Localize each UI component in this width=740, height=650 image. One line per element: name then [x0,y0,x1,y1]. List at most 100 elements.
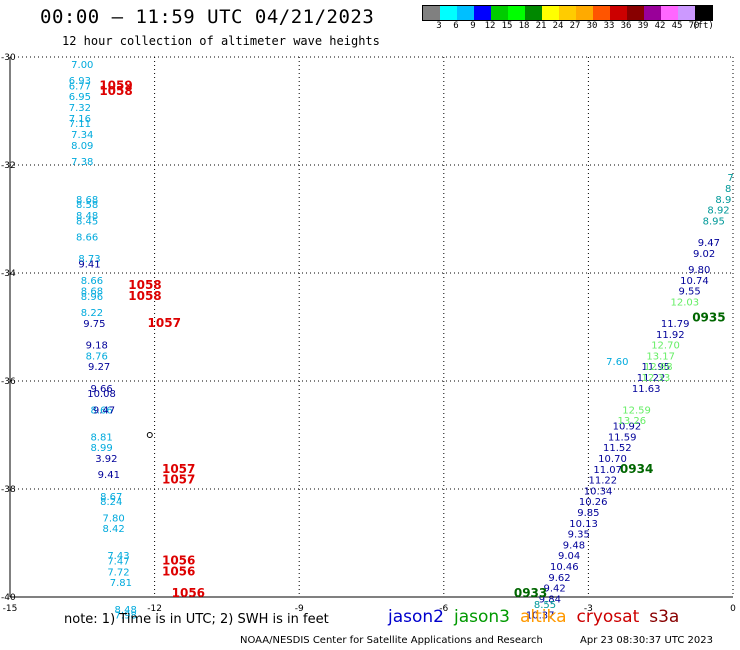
color-scale-label: 9 [470,21,476,31]
tick-label-lon: -12 [147,604,162,614]
wave-height-label: 11.95 [642,362,671,373]
track-time-label: 1059 [99,78,132,92]
wave-height-label: 8.66 [81,276,103,287]
wave-height-label: 7.32 [69,103,91,114]
wave-height-label: 12.59 [622,405,651,416]
tick-label-lat: -38 [1,485,16,495]
wave-height-label: 9.48 [563,540,585,551]
wave-height-label: 10.13 [569,519,598,530]
wave-height-label: 9.84 [539,594,561,605]
wave-height-label: 10.08 [87,389,116,400]
color-swatch-5 [508,6,525,20]
generated-timestamp: Apr 23 08:30:37 UTC 2023 [580,635,713,646]
color-swatch-7 [542,6,559,20]
wave-height-label: 9.47 [698,238,720,249]
track-time-label: 0933 [514,586,547,600]
track-time-label: 1057 [148,316,181,330]
wave-height-label: 9.55 [678,287,700,298]
wave-height-label: 11.79 [661,319,690,330]
satellite-legend: jason2 jason3 altika cryosat s3a [388,607,689,627]
wave-height-label: 10.46 [550,562,579,573]
wave-height-label: 7 [727,173,733,184]
color-scale-label: 18 [518,21,530,31]
wave-height-label: 8.09 [71,141,93,152]
color-scale-label: (ft) [692,21,714,31]
wave-height-label: 9.02 [693,249,715,260]
wave-height-label: 8.81 [90,432,112,443]
wave-height-label: 9.27 [88,362,110,373]
tick-label-lon: 0 [730,604,736,614]
wave-height-label: 9.04 [558,551,580,562]
wave-height-label: 7.80 [102,513,124,524]
wave-height-label: 11.92 [656,330,685,341]
wave-height-label: 9.75 [83,319,105,330]
wave-height-label: 7.16 [69,114,91,125]
wave-height-label: 8.92 [707,206,729,217]
track-time-label: 0934 [620,462,653,476]
color-scale-label: 39 [637,21,649,31]
wave-height-label: 8.22 [81,308,103,319]
color-swatch-1 [440,6,457,20]
color-swatch-4 [491,6,508,20]
track-time-label: 1058 [128,278,161,292]
wave-height-label: 8.67 [100,492,122,503]
wave-height-label: 6.77 [69,81,91,92]
tick-label-lon: -9 [295,604,304,614]
tick-label-lon: -3 [584,604,593,614]
track-time-label: 1057 [162,473,195,487]
wave-height-label: 7.00 [71,60,93,71]
wave-height-label: 10.74 [680,276,709,287]
wave-height-label: 12.88 [644,362,673,373]
wave-height-label: 9.42 [544,584,566,595]
color-scale-label: 27 [569,21,581,31]
wave-height-label: 7.11 [69,119,91,130]
wave-height-label: 8.66 [76,233,98,244]
track-time-label: 1057 [162,462,195,476]
wave-height-label: 11.22 [589,476,618,487]
color-swatch-3 [474,6,491,20]
color-swatch-8 [559,6,576,20]
wave-height-label: 12.33 [642,373,671,384]
wave-height-label: 9.41 [98,470,120,481]
chart-subtitle: 12 hour collection of altimeter wave hei… [62,34,380,48]
wave-height-label: 8.68 [81,287,103,298]
color-scale-label: 12 [484,21,496,31]
color-scale-label: 30 [586,21,598,31]
wave-height-label: 8.42 [102,524,124,535]
wave-height-label: 8.73 [78,254,100,265]
wave-height-label: 8.48 [76,211,98,222]
wave-height-label: 7.38 [71,157,93,168]
wave-height-label: 7.43 [107,551,129,562]
wave-height-label: 12.70 [651,341,680,352]
island-marker [146,432,153,438]
color-swatch-13 [644,6,661,20]
track-time-label: 1056 [172,586,205,600]
wave-height-label: 7.47 [107,557,129,568]
tick-label-lon: -6 [439,604,448,614]
color-scale-label: 70 [688,21,700,31]
wave-height-label: 11.63 [632,384,661,395]
wave-height-label: 7.72 [107,567,129,578]
tick-label-lat: -36 [1,377,16,387]
wave-height-label: 8.24 [100,497,122,508]
wave-height-label: 11.07 [593,465,622,476]
track-time-label: 1056 [162,564,195,578]
track-time-label: 0935 [692,311,725,325]
wave-height-label: 7.60 [606,357,628,368]
color-scale-label: 3 [436,21,442,31]
wave-height-label: 8.76 [86,351,108,362]
legend-altika: altika [520,607,567,627]
color-scale-label: 33 [603,21,615,31]
color-swatch-2 [457,6,474,20]
wave-height-label: 8.95 [703,216,725,227]
tick-label-lat: -40 [1,593,16,603]
wave-height-label: 7.81 [110,578,132,589]
color-swatch-10 [593,6,610,20]
legend-cryosat: cryosat [576,607,640,627]
wave-height-label: 12.03 [670,297,699,308]
wave-height-label: 8.45 [76,216,98,227]
wave-height-label: 9.80 [688,265,710,276]
wave-height-label: 11.22 [637,373,666,384]
track-time-label: 1056 [162,554,195,568]
